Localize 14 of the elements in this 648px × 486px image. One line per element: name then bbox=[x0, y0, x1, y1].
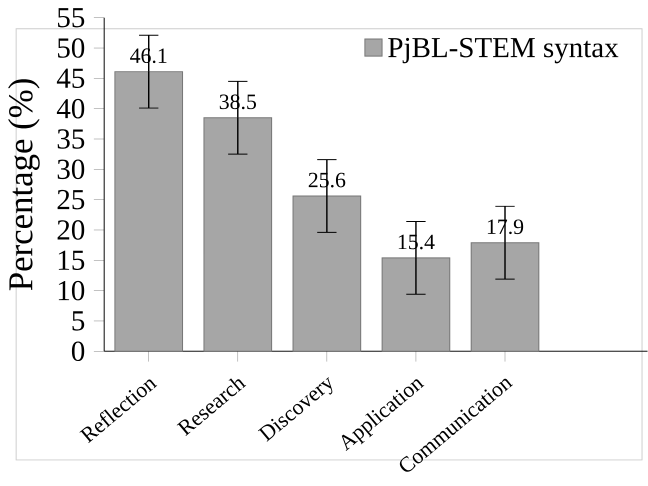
legend-label: PjBL-STEM syntax bbox=[388, 38, 618, 64]
y-tick-label: 25 bbox=[58, 190, 84, 210]
y-tick-label: 40 bbox=[56, 98, 84, 118]
y-tick-label: 10 bbox=[58, 280, 84, 300]
y-tick-label: 20 bbox=[58, 220, 84, 240]
y-tick-label: 50 bbox=[58, 38, 84, 58]
y-tick-label: 0 bbox=[72, 341, 84, 361]
y-tick-label: 55 bbox=[58, 8, 84, 28]
y-tick-label: 30 bbox=[58, 159, 84, 179]
y-tick-label: 5 bbox=[72, 311, 84, 330]
y-axis-title: Percentage (%) bbox=[8, 79, 40, 290]
y-tick-label: 45 bbox=[56, 68, 84, 88]
y-tick-label: 35 bbox=[58, 129, 84, 149]
y-tick-label: 15 bbox=[58, 250, 84, 270]
